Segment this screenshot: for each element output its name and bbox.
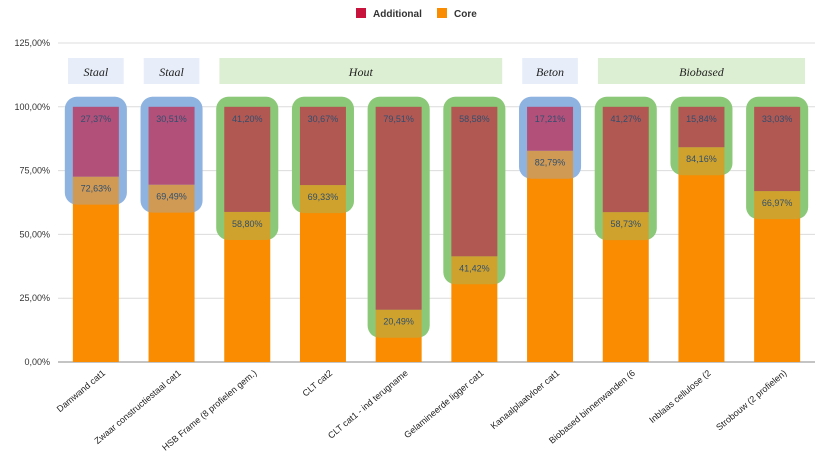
group-banner — [597, 58, 805, 84]
group-banner — [522, 58, 578, 84]
group-label: Biobased — [679, 65, 725, 79]
y-axis-ticks: 0,00% 25,00% 50,00% 75,00% 100,00% 125,00% — [14, 38, 50, 367]
bar-additional — [148, 106, 195, 185]
data-label-additional: 41,27% — [610, 114, 641, 124]
bar-core — [72, 176, 119, 362]
bar-highlight-overlay — [519, 96, 582, 179]
data-label-additional: 15,84% — [686, 114, 717, 124]
legend: Additional Core — [356, 8, 477, 20]
y-tick-label: 25,00% — [19, 293, 50, 303]
bar-additional — [451, 106, 498, 257]
bar-additional — [602, 106, 649, 213]
bar-highlight-overlay — [443, 96, 506, 285]
x-tick-label: Biobased binnenwanden (6 — [547, 368, 637, 446]
group-label: Staal — [159, 65, 184, 79]
x-tick-label: Inblaas cellulose (2 — [647, 368, 712, 425]
x-tick-label: CLT cat1 - ind terugname — [326, 368, 410, 441]
x-tick-label: Strobouw (2 profielen) — [714, 368, 788, 433]
data-label-additional: 30,51% — [156, 114, 187, 124]
bar-additional — [754, 106, 801, 192]
data-label-core: 20,49% — [383, 317, 414, 327]
bar-core — [754, 191, 801, 362]
y-tick-label: 50,00% — [19, 229, 50, 239]
data-label-additional: 27,37% — [81, 114, 112, 124]
x-tick-label: CLT cat2 — [300, 368, 334, 399]
bar-additional — [224, 106, 271, 212]
bar-highlight-overlay — [140, 96, 203, 213]
data-label-core: 41,42% — [459, 263, 490, 273]
bar-highlight-overlay — [216, 96, 279, 240]
bar-core — [527, 150, 574, 362]
bar-core — [224, 211, 271, 362]
data-label-additional: 79,51% — [383, 114, 414, 124]
group-label: Hout — [348, 65, 374, 79]
data-label-core: 72,63% — [81, 184, 112, 194]
bar-additional — [678, 106, 725, 148]
group-banner — [143, 58, 200, 84]
legend-label-core: Core — [454, 9, 477, 20]
bar-highlight-overlay — [670, 96, 733, 176]
bar-additional — [527, 106, 574, 151]
data-label-core: 69,49% — [156, 192, 187, 202]
data-label-core: 82,79% — [535, 158, 566, 168]
bar-highlight-overlay — [367, 96, 430, 338]
y-tick-label: 100,00% — [14, 102, 50, 112]
data-label-additional: 58,58% — [459, 114, 490, 124]
group-label: Beton — [536, 65, 564, 79]
group-banner — [219, 58, 503, 84]
legend-label-additional: Additional — [373, 9, 422, 20]
x-tick-label: Gelamineerde ligger cat1 — [402, 368, 485, 440]
bar-additional — [299, 106, 346, 186]
x-tick-label: Zwaar constructiestaal cat1 — [92, 368, 182, 446]
group-label: Staal — [84, 65, 109, 79]
bar-highlight-overlay — [746, 96, 809, 220]
data-label-core: 58,73% — [610, 219, 641, 229]
group-banner — [68, 58, 124, 84]
data-label-additional: 17,21% — [535, 114, 566, 124]
data-label-additional: 41,20% — [232, 114, 263, 124]
data-label-core: 58,80% — [232, 219, 263, 229]
data-labels: 27,37% 72,63% 30,51% 69,49% 41,20% 58,80% 30,6… — [81, 114, 793, 327]
y-tick-label: 75,00% — [19, 166, 50, 176]
bar-highlight-overlay — [594, 96, 657, 241]
data-label-additional: 33,03% — [762, 114, 793, 124]
bar-additional — [375, 106, 422, 310]
bars — [72, 106, 801, 362]
data-label-core: 84,16% — [686, 154, 717, 164]
bar-core — [375, 309, 422, 362]
bar-additional — [72, 106, 119, 177]
category-group-banners: Staal Staal Hout Beton Biobased — [68, 58, 805, 84]
bar-core — [602, 212, 649, 362]
legend-swatch-core — [437, 8, 447, 18]
bar-highlight-overlay — [291, 96, 354, 214]
bar-highlight-overlay — [64, 96, 127, 205]
y-tick-label: 0,00% — [24, 357, 50, 367]
bar-core — [148, 184, 195, 362]
data-label-core: 66,97% — [762, 198, 793, 208]
bar-core — [451, 256, 498, 362]
bar-overlays — [64, 96, 809, 338]
data-label-core: 69,33% — [308, 192, 339, 202]
bar-core — [299, 185, 346, 362]
x-tick-label: Damwand cat1 — [55, 368, 107, 414]
y-tick-label: 125,00% — [14, 38, 50, 48]
x-tick-label: Kanaalplaatvloer cat1 — [489, 368, 562, 431]
data-label-additional: 30,67% — [308, 114, 339, 124]
legend-swatch-additional — [356, 8, 366, 18]
bar-core — [678, 147, 725, 362]
